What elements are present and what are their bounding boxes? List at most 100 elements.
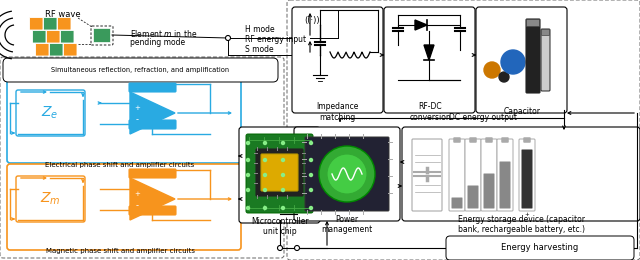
FancyBboxPatch shape xyxy=(261,154,298,191)
FancyBboxPatch shape xyxy=(129,83,176,92)
Text: Magnetic phase shift and amplifier circuits: Magnetic phase shift and amplifier circu… xyxy=(45,248,195,254)
Text: ((·)): ((·)) xyxy=(304,16,320,24)
Polygon shape xyxy=(424,45,434,60)
Circle shape xyxy=(484,62,500,78)
FancyBboxPatch shape xyxy=(47,30,60,43)
FancyBboxPatch shape xyxy=(0,57,284,258)
Circle shape xyxy=(327,154,367,194)
Circle shape xyxy=(282,173,285,177)
FancyBboxPatch shape xyxy=(239,127,320,223)
FancyBboxPatch shape xyxy=(502,138,508,142)
Circle shape xyxy=(246,159,250,161)
FancyBboxPatch shape xyxy=(129,206,176,215)
Text: RF energy input: RF energy input xyxy=(245,36,306,44)
Text: Energy storage device (capacitor: Energy storage device (capacitor xyxy=(458,216,584,224)
FancyBboxPatch shape xyxy=(524,138,531,142)
Text: Energy harvesting: Energy harvesting xyxy=(501,244,579,252)
FancyBboxPatch shape xyxy=(129,120,176,129)
Circle shape xyxy=(319,146,375,202)
FancyBboxPatch shape xyxy=(292,7,383,113)
Text: $Z_m$: $Z_m$ xyxy=(40,191,60,207)
Circle shape xyxy=(264,188,266,192)
Circle shape xyxy=(264,159,266,161)
Circle shape xyxy=(264,173,266,177)
Text: Capacitor: Capacitor xyxy=(504,107,541,116)
FancyBboxPatch shape xyxy=(35,43,49,56)
Polygon shape xyxy=(130,178,175,220)
Text: +: + xyxy=(134,105,140,111)
Text: management: management xyxy=(321,225,372,235)
Text: RF-DC
conversion: RF-DC conversion xyxy=(409,102,451,122)
FancyBboxPatch shape xyxy=(449,139,465,211)
Circle shape xyxy=(310,206,312,210)
Text: Impedance
matching: Impedance matching xyxy=(316,102,358,122)
FancyBboxPatch shape xyxy=(16,90,85,136)
Polygon shape xyxy=(415,20,427,30)
FancyBboxPatch shape xyxy=(522,150,532,209)
Text: DC energy output: DC energy output xyxy=(449,114,517,122)
Text: pending mode: pending mode xyxy=(130,38,185,47)
FancyBboxPatch shape xyxy=(476,7,567,113)
Circle shape xyxy=(278,245,282,250)
FancyBboxPatch shape xyxy=(465,139,481,211)
Circle shape xyxy=(282,159,285,161)
FancyBboxPatch shape xyxy=(129,169,176,178)
Circle shape xyxy=(310,188,312,192)
Text: S mode: S mode xyxy=(245,46,274,55)
Text: unit chip: unit chip xyxy=(263,228,297,237)
Circle shape xyxy=(282,206,285,210)
Text: -: - xyxy=(136,202,138,211)
FancyBboxPatch shape xyxy=(541,29,550,36)
FancyBboxPatch shape xyxy=(58,17,71,30)
FancyBboxPatch shape xyxy=(497,139,513,211)
Text: Simultaneous reflection, refraction, and amplification: Simultaneous reflection, refraction, and… xyxy=(51,67,229,73)
Text: Power: Power xyxy=(335,216,358,224)
FancyBboxPatch shape xyxy=(16,176,85,222)
Circle shape xyxy=(310,141,312,145)
Circle shape xyxy=(246,206,250,210)
Polygon shape xyxy=(130,92,175,134)
FancyBboxPatch shape xyxy=(63,43,77,56)
FancyBboxPatch shape xyxy=(451,198,463,209)
FancyBboxPatch shape xyxy=(305,137,389,211)
Circle shape xyxy=(499,72,509,82)
Text: RF wave: RF wave xyxy=(45,10,81,19)
Circle shape xyxy=(310,159,312,161)
Text: $Z_e$: $Z_e$ xyxy=(42,105,59,121)
Circle shape xyxy=(282,188,285,192)
FancyBboxPatch shape xyxy=(7,77,241,163)
FancyBboxPatch shape xyxy=(402,127,640,221)
FancyBboxPatch shape xyxy=(44,17,57,30)
Text: Element $m$ in the: Element $m$ in the xyxy=(130,28,197,39)
FancyBboxPatch shape xyxy=(7,164,241,250)
FancyBboxPatch shape xyxy=(29,17,43,30)
FancyBboxPatch shape xyxy=(256,149,303,196)
FancyBboxPatch shape xyxy=(93,29,111,42)
Text: +: + xyxy=(134,191,140,197)
FancyBboxPatch shape xyxy=(499,161,511,209)
FancyBboxPatch shape xyxy=(384,7,475,113)
Text: bank, rechargeable battery, etc.): bank, rechargeable battery, etc.) xyxy=(458,225,584,235)
FancyBboxPatch shape xyxy=(287,0,640,260)
FancyBboxPatch shape xyxy=(246,134,313,213)
FancyBboxPatch shape xyxy=(483,173,495,209)
FancyBboxPatch shape xyxy=(412,139,442,211)
FancyBboxPatch shape xyxy=(486,138,492,142)
Text: -: - xyxy=(136,115,138,125)
Circle shape xyxy=(264,141,266,145)
Circle shape xyxy=(501,50,525,74)
Text: H mode: H mode xyxy=(245,25,275,35)
FancyBboxPatch shape xyxy=(526,19,540,93)
Circle shape xyxy=(246,188,250,192)
FancyBboxPatch shape xyxy=(294,127,400,221)
FancyBboxPatch shape xyxy=(467,185,479,209)
Circle shape xyxy=(282,141,285,145)
FancyBboxPatch shape xyxy=(527,20,540,27)
FancyBboxPatch shape xyxy=(446,236,634,260)
Text: +: + xyxy=(525,212,529,218)
FancyBboxPatch shape xyxy=(61,30,74,43)
Circle shape xyxy=(310,173,312,177)
Circle shape xyxy=(264,206,266,210)
Circle shape xyxy=(246,141,250,145)
FancyBboxPatch shape xyxy=(470,138,476,142)
